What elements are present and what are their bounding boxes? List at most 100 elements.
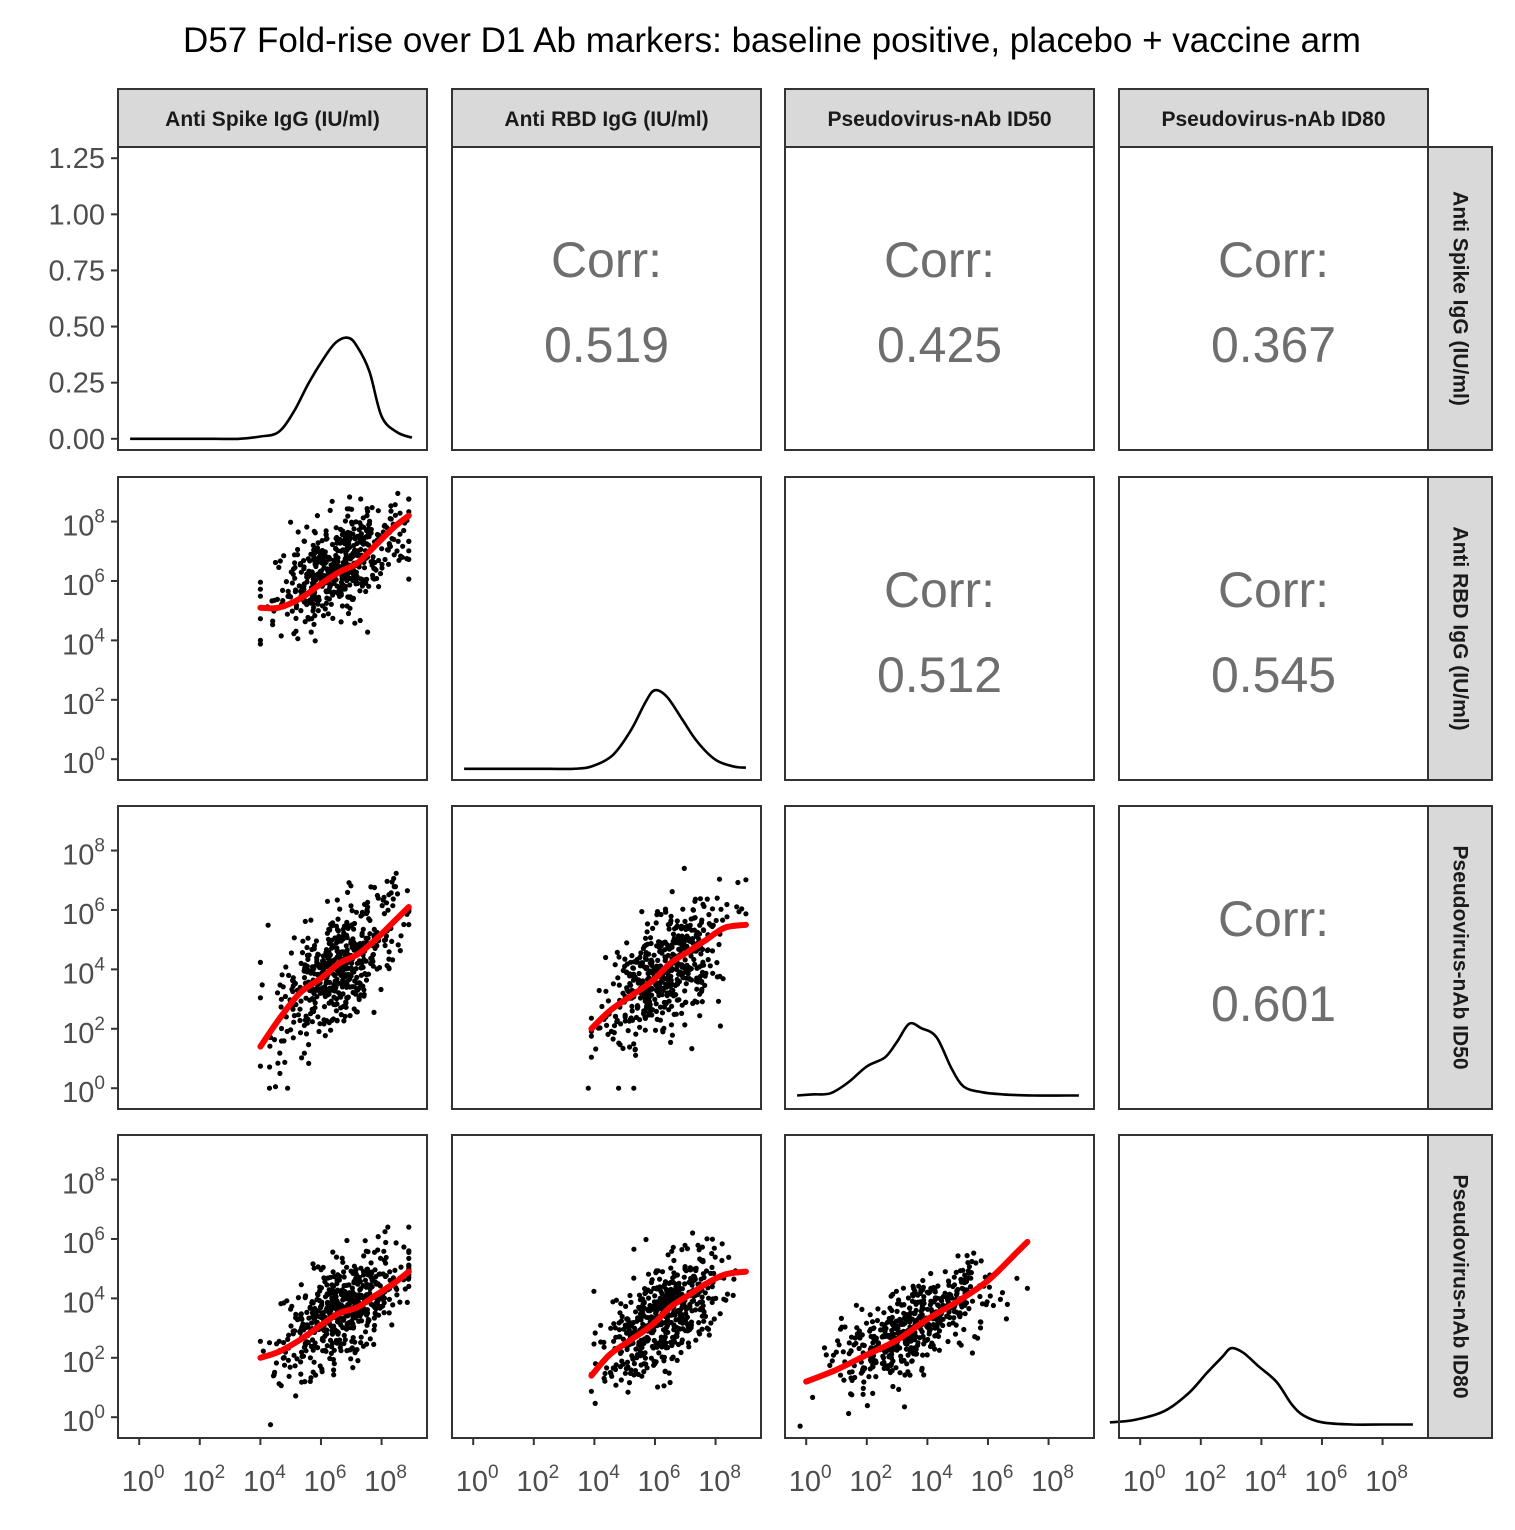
scatter-point bbox=[390, 957, 396, 963]
corr-value: 0.545 bbox=[1211, 647, 1336, 703]
scatter-point bbox=[286, 1332, 292, 1338]
scatter-point bbox=[613, 1334, 619, 1340]
scatter-point bbox=[630, 965, 636, 971]
scatter-point bbox=[357, 1313, 363, 1319]
scatter-point bbox=[706, 1332, 712, 1338]
scatter-point bbox=[351, 1312, 357, 1318]
scatter-point bbox=[632, 1368, 639, 1374]
scatter-point bbox=[336, 1277, 342, 1283]
scatter-point bbox=[675, 1341, 682, 1348]
scatter-point bbox=[662, 1335, 668, 1341]
scatter-point bbox=[337, 992, 343, 998]
scatter-point bbox=[374, 531, 380, 538]
scatter-point bbox=[633, 1309, 639, 1315]
scatter-point bbox=[919, 1365, 925, 1371]
scatter-point bbox=[341, 1340, 347, 1347]
scatter-point bbox=[690, 907, 697, 913]
scatter-point bbox=[406, 1262, 412, 1268]
scatter-point bbox=[392, 502, 398, 508]
scatter-point bbox=[592, 1330, 598, 1336]
scatter-point bbox=[624, 1330, 630, 1336]
scatter-point bbox=[382, 1273, 388, 1280]
scatter-point bbox=[863, 1320, 870, 1326]
scatter-point bbox=[349, 568, 355, 575]
scatter-point bbox=[357, 520, 363, 526]
scatter-point bbox=[682, 957, 688, 963]
scatter-point bbox=[641, 943, 648, 950]
scatter-point bbox=[902, 1320, 908, 1326]
scatter-point bbox=[326, 1287, 332, 1293]
scatter-point bbox=[406, 1224, 412, 1230]
strip-top-3 bbox=[1118, 88, 1429, 148]
scatter-point bbox=[379, 565, 385, 571]
scatter-point bbox=[623, 1303, 629, 1309]
scatter-point bbox=[693, 1265, 699, 1271]
x-tick-exponent: 2 bbox=[1216, 1462, 1227, 1483]
scatter-point bbox=[622, 956, 628, 962]
strip-right-label: Pseudovirus-nAb ID50 bbox=[1449, 845, 1472, 1069]
scatter-point bbox=[706, 921, 712, 927]
scatter-point bbox=[829, 1358, 835, 1364]
strip-right-3 bbox=[1427, 1134, 1493, 1439]
scatter-point bbox=[311, 990, 317, 997]
scatter-point bbox=[639, 1304, 645, 1310]
scatter-point bbox=[359, 535, 365, 541]
scatter-point bbox=[351, 984, 357, 990]
scatter-point bbox=[266, 1085, 273, 1091]
x-tick-label: 100 bbox=[122, 1462, 165, 1498]
scatter-point bbox=[385, 1224, 391, 1230]
scatter-point bbox=[305, 956, 311, 963]
scatter-point bbox=[709, 1284, 715, 1290]
scatter-point bbox=[361, 565, 368, 571]
scatter-point bbox=[690, 1230, 696, 1236]
scatter-point bbox=[334, 1319, 341, 1325]
scatter-point bbox=[318, 1314, 324, 1320]
scatter-point bbox=[383, 1260, 389, 1266]
scatter-point bbox=[902, 1372, 908, 1378]
scatter-point bbox=[674, 918, 680, 924]
scatter-point bbox=[267, 1043, 273, 1049]
scatter-point bbox=[326, 1310, 333, 1316]
panel-border bbox=[784, 476, 1095, 781]
panel-r3-c3 bbox=[1119, 1135, 1428, 1438]
scatter-point bbox=[930, 1284, 937, 1291]
panel-r2-c3 bbox=[1119, 806, 1428, 1109]
scatter-point bbox=[631, 1361, 638, 1367]
scatter-point bbox=[593, 1046, 599, 1052]
scatter-point bbox=[964, 1253, 970, 1259]
scatter-point bbox=[340, 926, 346, 932]
scatter-point bbox=[272, 1084, 279, 1090]
scatter-point bbox=[257, 995, 263, 1001]
scatter-point bbox=[278, 996, 284, 1002]
scatter-point bbox=[719, 1257, 725, 1264]
scatter-point bbox=[859, 1306, 865, 1312]
scatter-point bbox=[272, 559, 279, 566]
scatter-point bbox=[365, 935, 371, 941]
scatter-point bbox=[955, 1253, 961, 1259]
scatter-point bbox=[875, 1306, 881, 1312]
scatter-point bbox=[688, 916, 694, 922]
scatter-point bbox=[668, 1022, 675, 1028]
scatter-panel-r2-c1 bbox=[585, 865, 749, 1091]
scatter-point bbox=[675, 1281, 681, 1287]
scatter-point bbox=[377, 571, 384, 577]
scatter-point bbox=[335, 590, 341, 596]
scatter-point bbox=[620, 1045, 626, 1051]
scatter-point bbox=[282, 993, 288, 1000]
scatter-point bbox=[597, 1025, 603, 1031]
scatter-point bbox=[624, 1316, 630, 1322]
scatter-point bbox=[371, 1249, 378, 1255]
scatter-point bbox=[651, 952, 657, 958]
scatter-point bbox=[304, 524, 310, 530]
scatter-point bbox=[709, 948, 716, 954]
scatter-point bbox=[676, 997, 682, 1003]
scatter-point bbox=[696, 1320, 702, 1326]
scatter-point bbox=[345, 513, 351, 519]
scatter-point bbox=[335, 916, 341, 922]
scatter-point bbox=[319, 985, 325, 991]
scatter-point bbox=[308, 1343, 314, 1350]
scatter-point bbox=[315, 608, 321, 614]
scatter-point bbox=[347, 494, 353, 500]
scatter-point bbox=[642, 991, 649, 997]
panel-border bbox=[1118, 476, 1429, 781]
